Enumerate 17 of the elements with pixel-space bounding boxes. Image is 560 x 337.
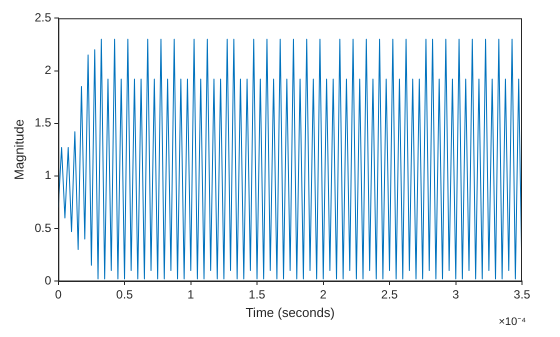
text: ×10⁻⁴: [498, 316, 526, 328]
y-tick-label: 1.5: [34, 116, 52, 130]
y-tick-label: 0.5: [34, 220, 52, 235]
x-tick-label: 0.5: [116, 288, 134, 302]
x-tick-label: 3: [452, 288, 460, 302]
y-tick-label: 1: [44, 168, 52, 182]
x-axis-title: Time (seconds): [246, 304, 335, 320]
x-tick-label: 0: [54, 288, 62, 302]
y-tick-label: 2: [44, 63, 52, 78]
x-tick-label: 1.5: [248, 288, 266, 302]
y-tick-label: 0: [44, 273, 52, 288]
y-axis-title: Magnitude: [11, 119, 26, 180]
x-tick-label: 2: [320, 288, 327, 302]
x-tick-label: 1: [187, 288, 194, 302]
x-tick-label: 3.5: [514, 288, 531, 302]
x-tick-label: 2.5: [381, 288, 398, 302]
y-tick-label: 2.5: [34, 10, 52, 25]
